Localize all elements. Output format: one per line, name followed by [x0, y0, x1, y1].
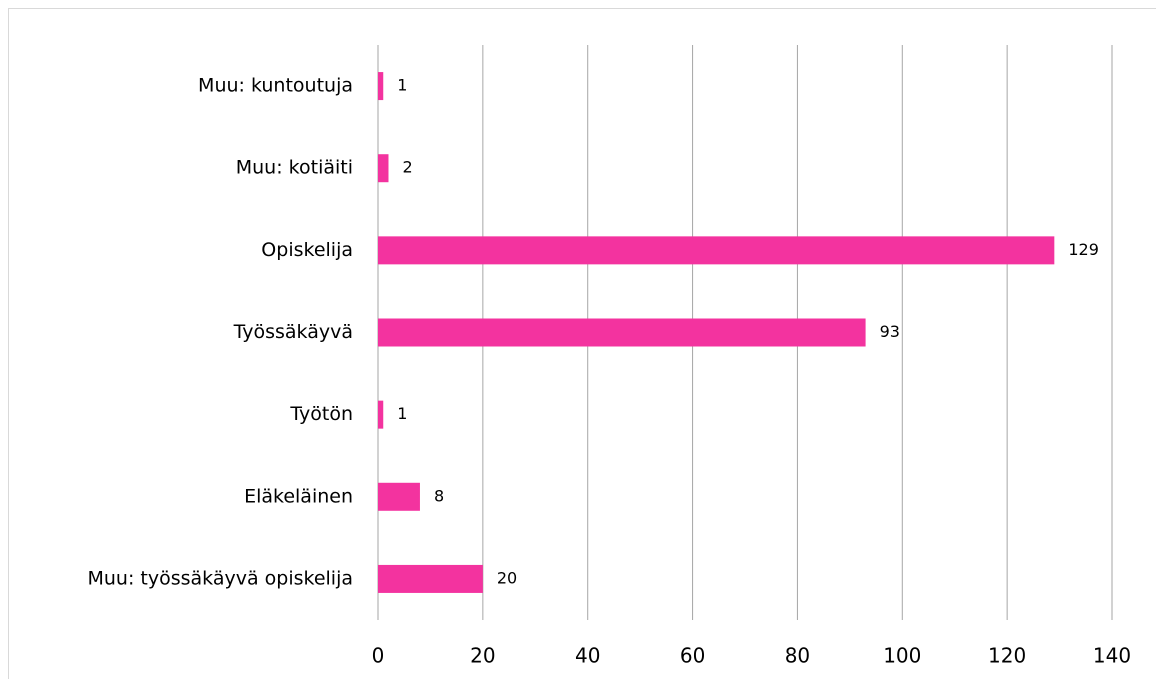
- chart-border: [8, 8, 1156, 679]
- y-tick-label: Työtön: [289, 403, 353, 425]
- value-label: 2: [402, 158, 412, 177]
- y-tick-label: Työssäkäyvä: [233, 321, 353, 343]
- bar: [378, 400, 384, 429]
- x-tick-label: 100: [883, 644, 921, 668]
- x-tick-label: 140: [1093, 644, 1131, 668]
- value-label: 129: [1068, 240, 1099, 259]
- bar: [378, 482, 420, 511]
- x-tick-label: 80: [785, 644, 810, 668]
- y-tick-label: Opiskelija: [261, 239, 353, 261]
- value-label: 1: [397, 404, 407, 423]
- bar: [378, 236, 1055, 265]
- x-tick-label: 40: [575, 644, 600, 668]
- y-tick-label: Eläkeläinen: [244, 485, 353, 507]
- bar: [378, 154, 389, 183]
- value-label: 1: [397, 76, 407, 95]
- bar: [378, 72, 384, 101]
- x-tick-label: 20: [470, 644, 495, 668]
- bar: [378, 318, 866, 347]
- x-tick-label: 0: [372, 644, 385, 668]
- value-label: 20: [497, 568, 517, 587]
- x-tick-label: 120: [988, 644, 1026, 668]
- y-tick-label: Muu: työssäkäyvä opiskelija: [87, 567, 353, 589]
- y-tick-label: Muu: kuntoutuja: [198, 75, 353, 97]
- value-label: 8: [434, 486, 444, 505]
- y-tick-label: Muu: kotiäiti: [236, 157, 353, 179]
- bar: [378, 564, 483, 593]
- value-label: 93: [880, 322, 900, 341]
- x-tick-label: 60: [680, 644, 705, 668]
